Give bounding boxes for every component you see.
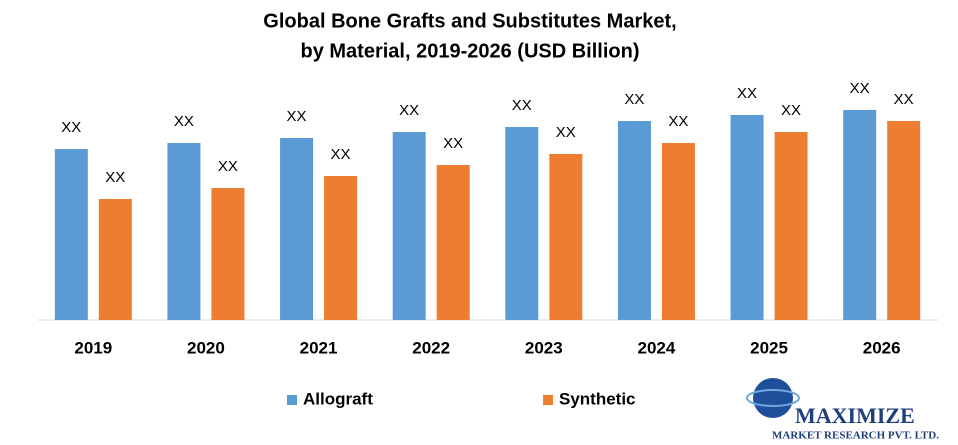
logo-orbit <box>746 389 800 407</box>
bar <box>280 138 314 320</box>
bar <box>661 143 695 320</box>
value-label: XX <box>512 97 532 114</box>
value-label: XX <box>174 113 194 130</box>
value-label: XX <box>781 102 801 119</box>
x-tick-label: 2020 <box>187 338 225 357</box>
bar <box>392 132 426 320</box>
bar <box>887 121 921 320</box>
value-label: XX <box>218 158 238 175</box>
bar <box>436 165 470 320</box>
x-tick-label: 2019 <box>74 338 112 357</box>
legend-swatch <box>543 395 553 405</box>
value-label: XX <box>556 124 576 141</box>
logo-name: MAXIMIZE <box>795 403 915 428</box>
bar <box>98 199 132 320</box>
chart-subtitle: by Material, 2019-2026 (USD Billion) <box>300 40 639 62</box>
x-tick-label: 2026 <box>863 338 901 357</box>
value-label: XX <box>399 102 419 119</box>
value-label: XX <box>287 108 307 125</box>
x-tick-label: 2024 <box>638 338 676 357</box>
bar <box>211 188 245 320</box>
legend-swatch <box>287 395 297 405</box>
legend-label: Allograft <box>303 389 373 408</box>
bar <box>730 115 764 320</box>
x-tick-label: 2025 <box>750 338 788 357</box>
logo: MAXIMIZE MARKET RESEARCH PVT. LTD. <box>746 378 939 442</box>
value-label: XX <box>61 119 81 136</box>
logo-tagline: MARKET RESEARCH PVT. LTD. <box>772 430 939 442</box>
bar <box>167 143 201 320</box>
x-tick-label: 2023 <box>525 338 563 357</box>
value-label: XX <box>850 80 870 97</box>
bar <box>617 121 651 320</box>
bar <box>54 149 88 320</box>
bar <box>843 110 877 320</box>
bar <box>505 127 539 320</box>
bar <box>774 132 808 320</box>
value-label: XX <box>624 91 644 108</box>
chart-title: Global Bone Grafts and Substitutes Marke… <box>263 10 676 32</box>
bar <box>324 176 358 320</box>
value-label: XX <box>737 85 757 102</box>
value-label: XX <box>105 169 125 186</box>
value-label: XX <box>443 135 463 152</box>
x-tick-label: 2021 <box>300 338 338 357</box>
value-label: XX <box>894 91 914 108</box>
x-tick-label: 2022 <box>412 338 450 357</box>
legend-label: Synthetic <box>559 389 636 408</box>
value-label: XX <box>668 113 688 130</box>
logo-globe <box>753 378 793 418</box>
value-label: XX <box>331 146 351 163</box>
bar <box>549 154 583 320</box>
